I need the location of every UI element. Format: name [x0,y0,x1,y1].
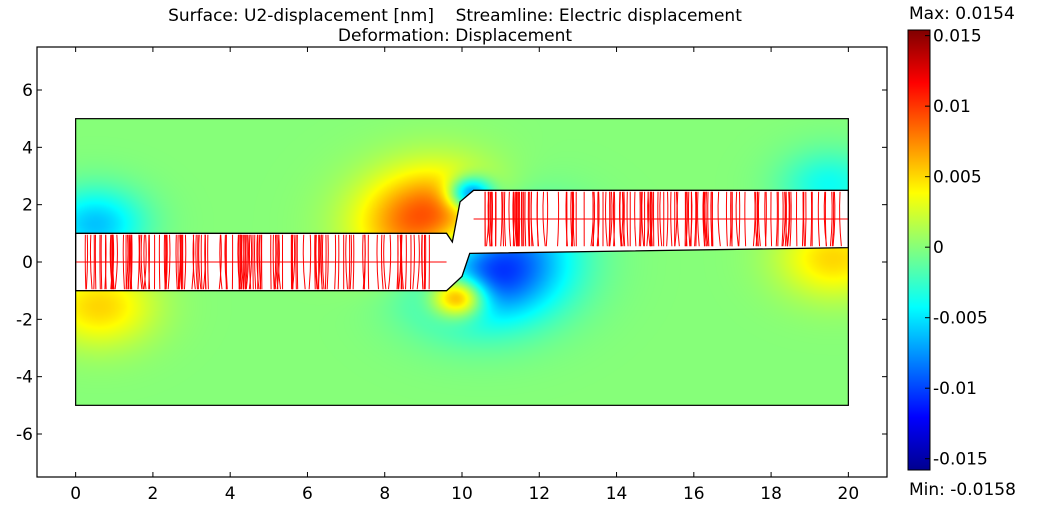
y-tick-label: 0 [22,253,33,273]
y-tick-label: -2 [16,310,33,330]
y-tick-label: -4 [16,368,33,388]
x-tick-label: 16 [683,484,705,504]
colorbar [908,30,930,470]
x-tick-label: 2 [147,484,158,504]
colorbar-tick-label: -0.015 [933,450,988,470]
x-tick-label: 8 [379,484,390,504]
chart-title-line1: Surface: U2-displacement [nm] Streamline… [168,6,742,26]
y-tick-label: 2 [22,196,33,216]
colorbar-tick-label: -0.005 [933,309,988,329]
x-tick-label: 0 [70,484,81,504]
colorbar-tick-label: 0.01 [933,97,971,117]
x-tick-label: 20 [838,484,860,504]
colorbar-tick-label: 0.015 [933,27,982,47]
colorbar-tick-label: 0.005 [933,168,982,188]
y-tick-label: 6 [22,81,33,101]
colorbar-tick-label: -0.01 [933,379,977,399]
x-tick-label: 4 [225,484,236,504]
colorbar-tick-label: 0 [933,238,944,258]
y-tick-label: -6 [16,425,33,445]
y-tick-label: 4 [22,138,33,158]
colorbar-ticks: 0.015 0.01 0.005 0 -0.005 -0.01 -0.015 [925,27,988,470]
colorbar-max-label: Max: 0.0154 [909,4,1015,24]
x-tick-label: 14 [606,484,628,504]
x-tick-label: 10 [451,484,473,504]
x-tick-label: 6 [302,484,313,504]
chart-title-line2: Deformation: Displacement [338,26,572,46]
x-tick-label: 12 [528,484,550,504]
colorbar-min-label: Min: -0.0158 [909,480,1016,500]
x-tick-label: 18 [760,484,782,504]
